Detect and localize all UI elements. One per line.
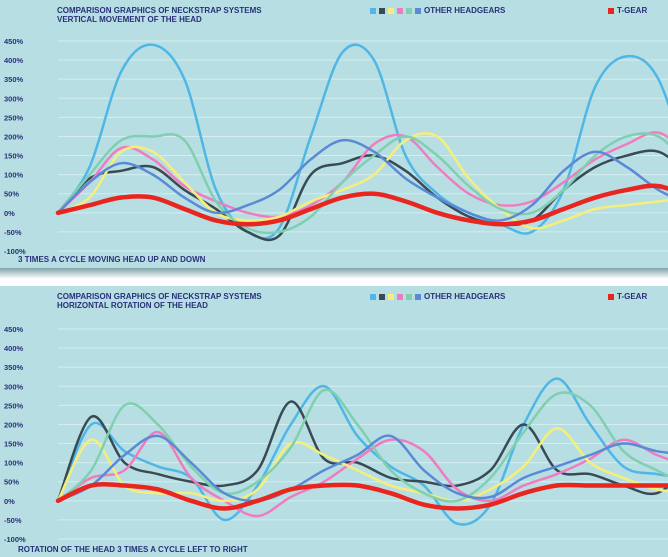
legend-swatch bbox=[388, 293, 394, 300]
y-tick-label: 250% bbox=[4, 113, 24, 122]
series-line-other bbox=[56, 388, 668, 503]
legend-swatch bbox=[406, 293, 412, 300]
legend-others-label: OTHER HEADGEARS bbox=[424, 292, 506, 301]
series-line-other bbox=[56, 131, 668, 230]
series-line-other bbox=[56, 43, 668, 240]
y-tick-label: 50% bbox=[4, 190, 19, 199]
legend-tgear-label: T-GEAR bbox=[617, 6, 648, 15]
legend-swatch bbox=[406, 7, 412, 14]
legend-swatch bbox=[388, 7, 394, 14]
y-tick-label: 100% bbox=[4, 459, 24, 468]
chart-caption: ROTATION OF THE HEAD 3 TIMES A CYCLE LEF… bbox=[18, 545, 248, 554]
panel-separator bbox=[0, 268, 668, 286]
legend-swatch bbox=[608, 293, 614, 300]
y-tick-label: 0% bbox=[4, 209, 15, 218]
legend-others: OTHER HEADGEARS bbox=[370, 292, 505, 301]
y-tick-label: 300% bbox=[4, 382, 24, 391]
legend-tgear: T-GEAR bbox=[608, 292, 647, 301]
chart-title-line1: COMPARISON GRAPHICS OF NECKSTRAP SYSTEMS bbox=[57, 6, 262, 15]
plot-area: 450% 400% 350% 300% 250% 200% 150% 100% 50% 0% -50… bbox=[4, 37, 668, 256]
y-tick-label: 450% bbox=[4, 37, 24, 46]
y-tick-label: 100% bbox=[4, 171, 24, 180]
series-line-other bbox=[56, 427, 668, 503]
series-line-tgear bbox=[55, 482, 668, 511]
y-tick-label: 150% bbox=[4, 440, 24, 449]
chart-vertical-movement: COMPARISON GRAPHICS OF NECKSTRAP SYSTEMS… bbox=[0, 0, 668, 268]
legend-swatch bbox=[415, 7, 421, 14]
y-tick-label: -50% bbox=[4, 228, 22, 237]
series-line-other bbox=[56, 434, 668, 503]
legend-swatch bbox=[379, 7, 385, 14]
plot-area: 450% 400% 350% 300% 250% 200% 150% 100% 50% 0% -50… bbox=[4, 325, 668, 544]
y-tick-label: -100% bbox=[4, 247, 26, 256]
chart-caption: 3 TIMES A CYCLE MOVING HEAD UP AND DOWN bbox=[18, 255, 206, 264]
legend-tgear: T-GEAR bbox=[608, 6, 647, 15]
y-tick-label: 250% bbox=[4, 401, 24, 410]
legend-swatch bbox=[370, 7, 376, 14]
chart-horizontal-rotation: COMPARISON GRAPHICS OF NECKSTRAP SYSTEMS… bbox=[0, 286, 668, 557]
y-tick-label: 300% bbox=[4, 94, 24, 103]
y-tick-label: -50% bbox=[4, 516, 22, 525]
legend-others: OTHER HEADGEARS bbox=[370, 6, 505, 15]
legend-swatch bbox=[370, 293, 376, 300]
legend-others-label: OTHER HEADGEARS bbox=[424, 6, 506, 15]
y-tick-label: -100% bbox=[4, 535, 26, 544]
series-line-other bbox=[56, 132, 668, 235]
series-line-other bbox=[56, 138, 668, 222]
y-tick-label: 200% bbox=[4, 420, 24, 429]
chart-subtitle: HORIZONTAL ROTATION OF THE HEAD bbox=[57, 301, 208, 310]
chart-title: COMPARISON GRAPHICS OF NECKSTRAP SYSTEMS… bbox=[57, 6, 262, 24]
y-tick-label: 400% bbox=[4, 344, 24, 353]
y-tick-label: 200% bbox=[4, 132, 24, 141]
legend-tgear-label: T-GEAR bbox=[617, 292, 648, 301]
y-tick-label: 50% bbox=[4, 478, 19, 487]
legend-swatch bbox=[397, 293, 403, 300]
chart-title: COMPARISON GRAPHICS OF NECKSTRAP SYSTEMS… bbox=[57, 292, 262, 310]
y-tick-label: 450% bbox=[4, 325, 24, 334]
y-tick-label: 350% bbox=[4, 363, 24, 372]
y-tick-label: 150% bbox=[4, 152, 24, 161]
series-line-other bbox=[56, 400, 668, 503]
legend-swatch bbox=[397, 7, 403, 14]
y-tick-label: 0% bbox=[4, 497, 15, 506]
series-line-tgear bbox=[55, 183, 668, 227]
y-tick-label: 400% bbox=[4, 56, 24, 65]
chart-subtitle: VERTICAL MOVEMENT OF THE HEAD bbox=[57, 15, 202, 24]
legend-swatch bbox=[608, 7, 614, 14]
chart-title-line1: COMPARISON GRAPHICS OF NECKSTRAP SYSTEMS bbox=[57, 292, 262, 301]
legend-swatch bbox=[415, 293, 421, 300]
legend-swatch bbox=[379, 293, 385, 300]
y-tick-label: 350% bbox=[4, 75, 24, 84]
